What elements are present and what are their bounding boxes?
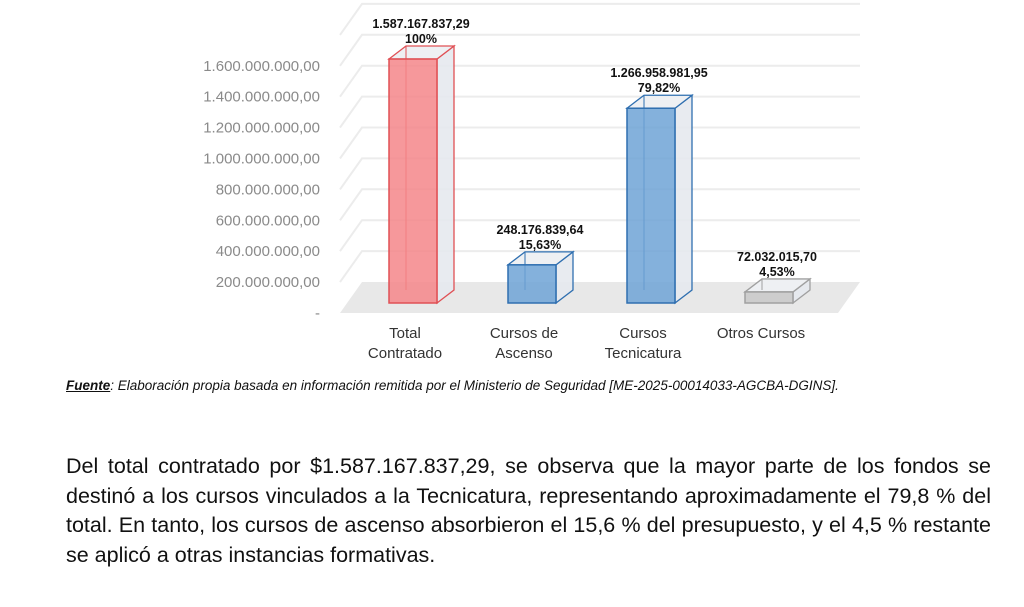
y-tick-label: 1.200.000.000,00: [203, 120, 320, 137]
x-tick-label: Total: [389, 325, 421, 342]
y-tick-label: 800.000.000,00: [216, 181, 320, 198]
data-label-value: 248.176.839,64: [497, 223, 584, 237]
source-note: Fuente: Elaboración propia basada en inf…: [66, 378, 1006, 394]
x-tick-label: Otros Cursos: [717, 325, 805, 342]
source-label: Fuente: [66, 378, 111, 393]
bar-side: [436, 44, 455, 305]
bar-chart: - 200.000.000,00 400.000.000,00 600.000.000…: [203, 2, 860, 362]
x-tick-label: Contratado: [368, 345, 442, 362]
data-label-value: 1.587.167.837,29: [372, 17, 469, 31]
bar: [626, 107, 676, 304]
y-tick-label: 600.000.000,00: [216, 212, 320, 229]
y-tick-label: 1.600.000.000,00: [203, 58, 320, 75]
bar: [388, 58, 438, 304]
gridline: [339, 64, 860, 98]
x-tick-label: Cursos: [619, 325, 667, 342]
y-tick-label: 200.000.000,00: [216, 274, 320, 291]
data-label-percent: 79,82%: [638, 81, 680, 95]
gridline: [339, 126, 860, 160]
data-label-value: 72.032.015,70: [737, 250, 817, 264]
y-tick-label: -: [315, 305, 320, 322]
x-tick-label: Ascenso: [495, 345, 553, 362]
y-tick-label: 400.000.000,00: [216, 243, 320, 260]
data-label-value: 1.266.958.981,95: [610, 66, 707, 80]
bar-side: [674, 93, 693, 305]
gridline: [339, 33, 860, 67]
data-label-percent: 4,53%: [759, 265, 794, 279]
gridline: [339, 2, 860, 36]
data-label-percent: 15,63%: [519, 238, 561, 252]
gridline: [339, 95, 860, 129]
data-label-percent: 100%: [405, 32, 437, 46]
body-paragraph: Del total contratado por $1.587.167.837,…: [66, 454, 991, 567]
gridline: [339, 219, 860, 252]
gridline: [339, 188, 860, 221]
x-tick-label: Tecnicatura: [605, 345, 682, 362]
chart-floor: [340, 282, 860, 313]
bar: [507, 264, 557, 304]
x-tick-label: Cursos de: [490, 325, 558, 342]
gridline: [339, 250, 860, 283]
y-tick-label: 1.000.000.000,00: [203, 151, 320, 168]
bar: [744, 291, 794, 304]
gridline: [339, 157, 860, 190]
y-tick-label: 1.400.000.000,00: [203, 89, 320, 106]
source-text: : Elaboración propia basada en informaci…: [110, 378, 839, 393]
